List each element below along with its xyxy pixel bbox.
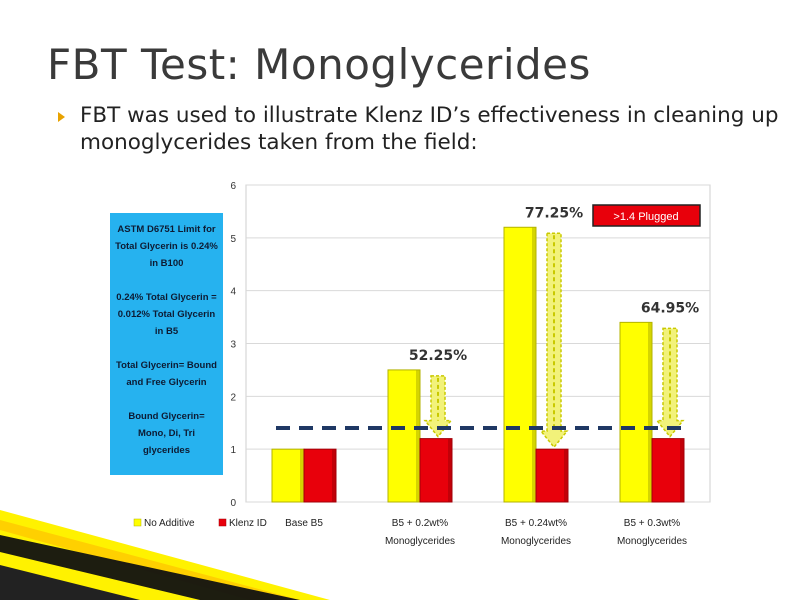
bar-side-shade xyxy=(532,227,536,502)
x-tick-label: Base B5 xyxy=(285,518,323,529)
info-line: Total Glycerin= Bound and Free Glycerin xyxy=(116,360,217,388)
y-tick-label: 0 xyxy=(230,498,236,509)
bar xyxy=(303,448,337,503)
x-tick-label: B5 + 0.3wt% xyxy=(624,518,681,529)
y-tick-label: 3 xyxy=(230,340,236,351)
reduction-label: 64.95% xyxy=(641,300,699,316)
y-tick-label: 1 xyxy=(230,445,236,456)
bar xyxy=(419,438,453,503)
x-tick-label: Monoglycerides xyxy=(385,536,455,547)
black-streak-lower xyxy=(0,565,140,600)
bar-side-shade xyxy=(680,438,684,502)
legend-swatch xyxy=(218,518,227,527)
bar xyxy=(387,369,421,503)
bar-side-shade xyxy=(332,449,336,502)
bar xyxy=(651,438,685,503)
info-line: ASTM D6751 Limit for Total Glycerin is 0… xyxy=(115,224,218,269)
bar-side-shade xyxy=(416,369,420,502)
y-tick-label: 5 xyxy=(230,234,236,245)
reduction-arrow xyxy=(539,232,569,449)
info-box: ASTM D6751 Limit for Total Glycerin is 0… xyxy=(110,213,223,475)
bar xyxy=(271,448,305,503)
bar-side-shade xyxy=(648,322,652,502)
y-tick-label: 6 xyxy=(230,181,236,192)
bar xyxy=(535,448,569,503)
legend-label: No Additive xyxy=(144,518,195,529)
y-tick-label: 4 xyxy=(230,287,236,298)
slide-title: FBT Test: Monoglycerides xyxy=(47,40,591,89)
reduction-label: 52.25% xyxy=(409,348,467,364)
bar xyxy=(503,226,537,503)
reduction-label: 77.25% xyxy=(525,205,583,221)
x-tick-label: Monoglycerides xyxy=(617,536,687,547)
x-tick-label: B5 + 0.2wt% xyxy=(392,518,449,529)
bar-side-shade xyxy=(300,449,304,502)
bullet-text: FBT was used to illustrate Klenz ID’s ef… xyxy=(80,103,779,155)
bullet-arrow-icon xyxy=(58,112,65,122)
info-line: Bound Glycerin= Mono, Di, Tri glycerides xyxy=(128,411,205,456)
bar xyxy=(619,321,653,503)
bar-side-shade xyxy=(564,449,568,502)
y-tick-label: 2 xyxy=(230,392,236,403)
bar-side-shade xyxy=(448,438,452,502)
x-tick-label: B5 + 0.24wt% xyxy=(505,518,567,529)
info-line: 0.24% Total Glycerin = 0.012% Total Glyc… xyxy=(116,292,217,337)
yellow-streak-dark xyxy=(0,520,300,600)
x-tick-label: Monoglycerides xyxy=(501,536,571,547)
legend-swatch xyxy=(133,518,142,527)
legend-label: Klenz ID xyxy=(229,518,267,529)
threshold-label-box xyxy=(592,204,701,227)
threshold-label: >1.4 Plugged xyxy=(613,211,678,223)
